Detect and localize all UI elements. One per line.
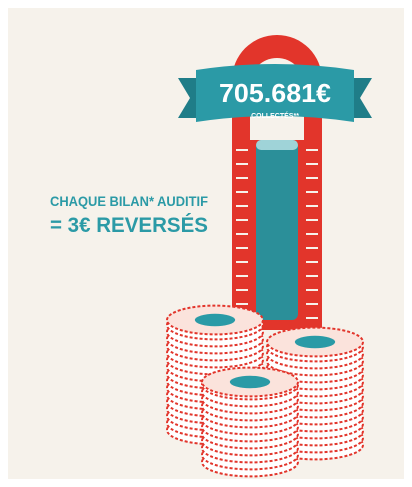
caption: COLLECTÉS** (251, 111, 299, 120)
message-line2: = 3€ REVERSÉS (50, 214, 208, 237)
coin-center (195, 314, 235, 326)
coin-center (230, 376, 270, 388)
page: 705.681€ COLLECTÉS** CHAQUE BILAN* AUDIT… (0, 0, 412, 487)
coin-center (295, 336, 335, 348)
infographic: 705.681€ COLLECTÉS** CHAQUE BILAN* AUDIT… (0, 0, 412, 487)
coin-stack (202, 368, 298, 477)
thermometer-fill (256, 140, 298, 320)
amount: 705.681€ (219, 78, 331, 108)
message-line1: CHAQUE BILAN* AUDITIF (50, 193, 208, 209)
fill-top (256, 140, 298, 150)
